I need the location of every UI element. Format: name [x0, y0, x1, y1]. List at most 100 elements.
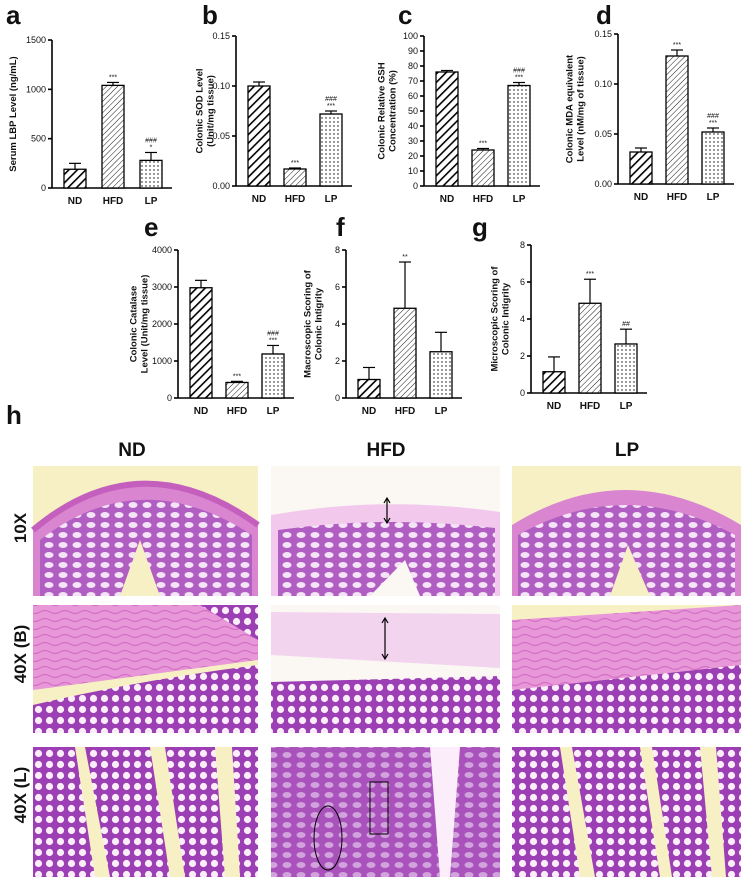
y-tick-label: 6	[335, 282, 340, 292]
significance-label: ###	[145, 137, 157, 144]
y-tick-label: 70	[408, 76, 418, 86]
significance-label: ***	[515, 75, 523, 82]
chart-c: c 0 10 20 30 40 50 60 70 80 90 100 Colonic Relative …	[377, 0, 540, 205]
significance-label: ***	[709, 120, 717, 127]
y-tick-label: 2	[335, 356, 340, 366]
bar-hfd	[101, 84, 125, 189]
y-axis-label: Serum LBP Level (ng/mL)	[8, 56, 19, 171]
panel-letter-f: f	[336, 212, 345, 242]
bar-nd	[63, 168, 87, 189]
y-tick-label: 0	[167, 393, 172, 403]
y-tick-label: 100	[403, 31, 418, 41]
panel-letter-b: b	[202, 0, 218, 30]
micrograph-hfd-40x-l	[271, 747, 500, 877]
category-label: ND	[362, 406, 376, 417]
y-axis-label: Colonic MDA equivalentLevel (nM/mg of ti…	[565, 54, 587, 163]
histology-col-hfd: HFD	[366, 440, 405, 461]
histology-row-40x-l: 40X (L)	[11, 767, 30, 824]
y-tick-label: 40	[408, 121, 418, 131]
y-tick-label: 30	[408, 136, 418, 146]
significance-label: ###	[707, 113, 719, 120]
significance-label: ***	[327, 103, 335, 110]
y-axis-label: Colonic SOD Level(Unit/mg tissue)	[195, 69, 217, 154]
y-tick-label: 1500	[26, 35, 46, 45]
significance-label: ***	[673, 42, 681, 49]
y-tick-label: 500	[31, 134, 46, 144]
bar-lp	[139, 159, 163, 189]
bar-lp	[701, 131, 725, 185]
bar-nd	[357, 378, 381, 399]
bar-hfd	[578, 302, 602, 394]
y-tick-label: 2000	[152, 319, 172, 329]
bar-nd	[189, 287, 213, 399]
bar-hfd	[471, 149, 495, 187]
category-label: HFD	[227, 406, 248, 417]
significance-label: ###	[513, 68, 525, 75]
significance-label: **	[402, 254, 408, 261]
bar-lp	[319, 113, 343, 187]
y-tick-label: 3000	[152, 282, 172, 292]
y-tick-label: 0.00	[212, 181, 230, 191]
chart-f: f 0 2 4 6 8 Macroscopic Scoring ofColonic Inti…	[303, 212, 462, 417]
y-axis-label: Colonic CatalaseLevel (Unit/mg tissue)	[129, 275, 151, 374]
category-label: LP	[267, 406, 280, 417]
category-label: ND	[194, 406, 208, 417]
bar-hfd	[225, 381, 249, 399]
chart-b: b 0.00 0.05 0.10 0.15 Colonic SOD Level(Unit/…	[195, 0, 352, 205]
y-tick-label: 90	[408, 46, 418, 56]
bar-lp	[429, 351, 453, 399]
significance-label: ***	[479, 141, 487, 148]
y-tick-label: 8	[520, 240, 525, 250]
micrograph-lp-40x-b	[512, 605, 741, 733]
y-tick-label: 4	[520, 314, 525, 324]
y-tick-label: 0.00	[594, 179, 612, 189]
panel-letter-d: d	[596, 0, 612, 30]
bar-nd	[629, 151, 653, 185]
category-label: HFD	[473, 194, 494, 205]
histology-col-lp: LP	[615, 440, 640, 461]
y-tick-label: 2	[520, 351, 525, 361]
category-label: LP	[145, 196, 158, 207]
significance-label: ##	[622, 321, 630, 328]
category-label: HFD	[285, 194, 306, 205]
category-label: HFD	[580, 401, 601, 412]
category-label: LP	[435, 406, 448, 417]
panel-letter-g: g	[472, 212, 488, 242]
y-tick-label: 0	[335, 393, 340, 403]
histology-row-10x: 10X	[11, 512, 30, 543]
bar-nd	[435, 71, 459, 187]
bar-nd	[542, 371, 566, 394]
category-label: ND	[252, 194, 266, 205]
y-tick-label: 80	[408, 61, 418, 71]
y-tick-label: 0	[41, 183, 46, 193]
bar-hfd	[665, 55, 689, 185]
y-axis-label: Macroscopic Scoring ofColonic Intigrity	[303, 269, 325, 378]
significance-label: ***	[291, 160, 299, 167]
y-tick-label: 0.10	[212, 81, 230, 91]
bar-lp	[261, 353, 285, 399]
y-tick-label: 1000	[26, 84, 46, 94]
panel-letter-c: c	[398, 0, 412, 30]
chart-g: g 0 2 4 6 8 Microscopic Scoring ofColonic Inti…	[472, 212, 647, 412]
category-label: HFD	[395, 406, 416, 417]
micrograph-hfd-10x	[271, 466, 500, 596]
significance-label: ###	[325, 96, 337, 103]
micrograph-lp-10x	[512, 466, 741, 596]
y-tick-label: 50	[408, 106, 418, 116]
bar-lp	[507, 84, 531, 187]
y-tick-label: 1000	[152, 356, 172, 366]
y-tick-label: 60	[408, 91, 418, 101]
panel-letter-e: e	[144, 212, 158, 242]
y-tick-label: 0	[520, 388, 525, 398]
category-label: ND	[440, 194, 454, 205]
chart-d: d 0.00 0.05 0.10 0.15 Colonic MDA equivalentL…	[565, 0, 734, 203]
y-tick-label: 4000	[152, 245, 172, 255]
bar-nd	[247, 85, 271, 187]
y-tick-label: 0.05	[594, 129, 612, 139]
panel-letter-h: h	[6, 400, 22, 430]
category-label: ND	[547, 401, 561, 412]
significance-label: ###	[267, 330, 279, 337]
category-label: LP	[325, 194, 338, 205]
category-label: LP	[620, 401, 633, 412]
